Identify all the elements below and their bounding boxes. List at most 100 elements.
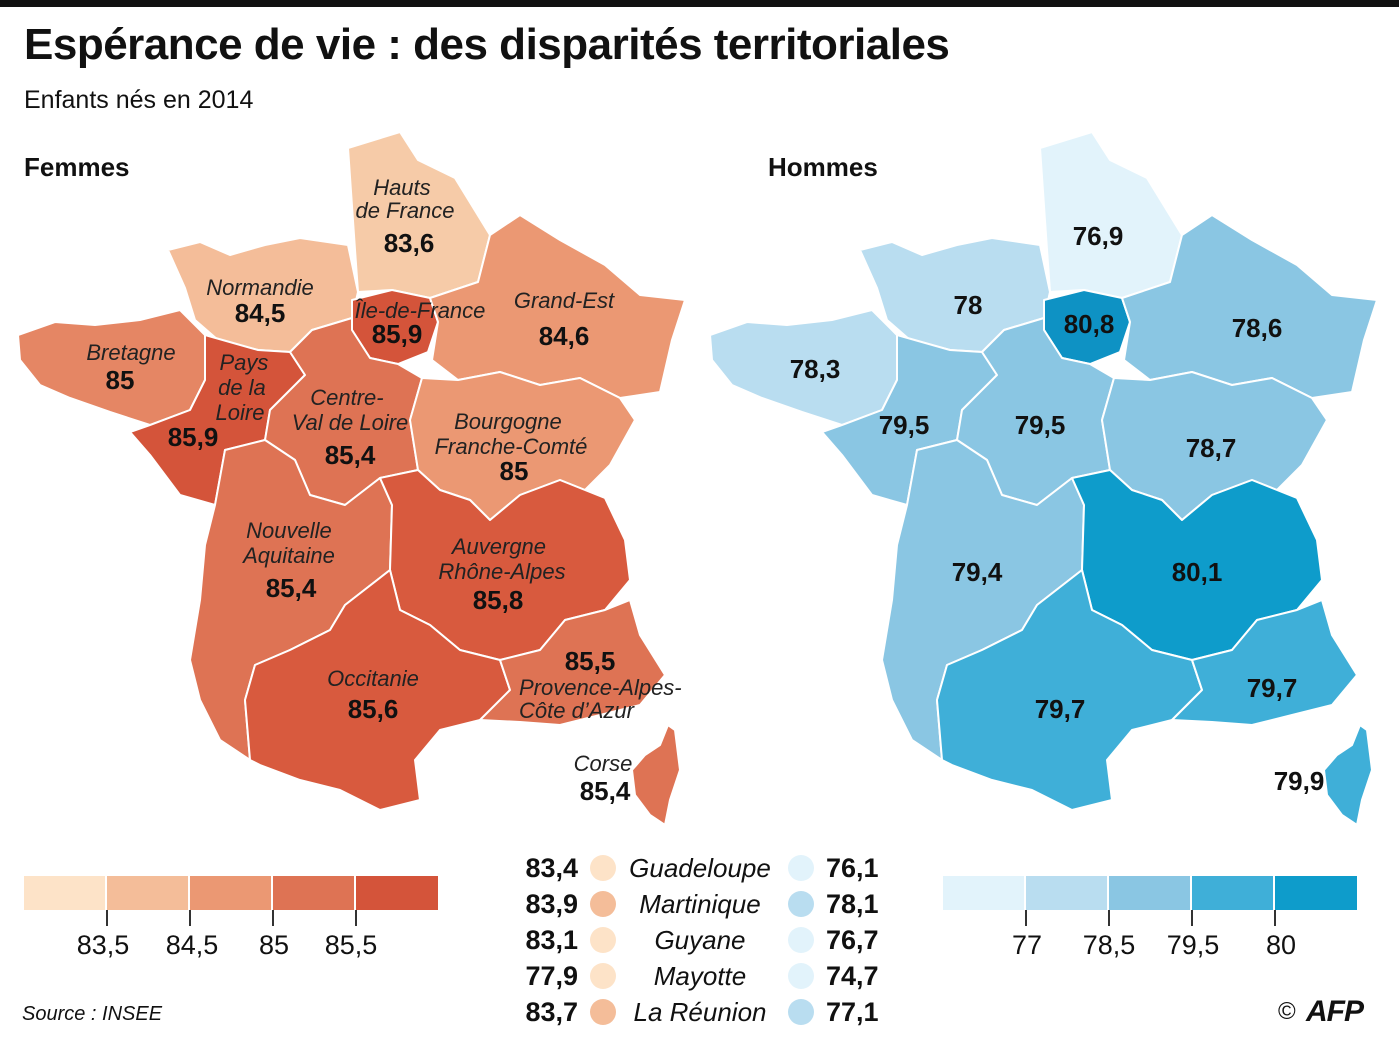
- overseas-row: 83,1 Guyane 76,7: [500, 922, 900, 958]
- women-legend-tick: [272, 910, 274, 926]
- overseas-men-value: 78,1: [826, 889, 879, 919]
- men-label-ge-value: 78,6: [1232, 313, 1283, 343]
- men-legend-tick-label: 79,5: [1166, 930, 1220, 960]
- women-label-cvl-value: 85,4: [325, 440, 376, 470]
- overseas-men-value: 77,1: [826, 997, 879, 1027]
- men-label-nor-value: 78: [954, 290, 983, 320]
- overseas-row: 83,7 La Réunion 77,1: [500, 994, 900, 1030]
- women-label-naq-name: Nouvelle Aquitaine: [241, 518, 338, 568]
- women-label-pdl-name: Pays de la Loire: [216, 350, 275, 425]
- top-rule: [0, 0, 1399, 7]
- overseas-women-value: 83,9: [525, 889, 578, 919]
- women-legend-seg: [273, 876, 354, 910]
- women-label-naq-value: 85,4: [266, 573, 317, 603]
- women-legend-seg: [24, 876, 105, 910]
- men-map: [709, 131, 1378, 826]
- men-region-hdf: [1039, 131, 1183, 299]
- men-legend-bar: [943, 876, 1357, 910]
- women-label-hdf-name: Hauts de France: [355, 175, 454, 223]
- overseas-men-dot: [788, 963, 814, 989]
- women-label-cor-name: Corse: [574, 751, 633, 776]
- overseas-men-dot: [788, 891, 814, 917]
- overseas-name: Martinique: [639, 889, 761, 919]
- overseas-men-dot: [788, 999, 814, 1025]
- overseas-women-dot: [590, 855, 616, 881]
- women-label-cor-value: 85,4: [580, 776, 631, 806]
- women-label-nor-name: Normandie: [206, 275, 314, 300]
- men-legend-tick-label: 78,5: [1082, 930, 1136, 960]
- overseas-row: 77,9 Mayotte 74,7: [500, 958, 900, 994]
- overseas-men-value: 76,7: [826, 925, 879, 955]
- overseas-women-value: 83,1: [525, 925, 578, 955]
- women-label-pac-value: 85,5: [565, 646, 616, 676]
- women-heading: Femmes: [24, 152, 130, 182]
- men-legend-seg: [943, 876, 1024, 910]
- women-label-idf-value: 85,9: [372, 319, 423, 349]
- overseas-women-value: 77,9: [525, 961, 578, 991]
- men-label-idf-value: 80,8: [1064, 309, 1115, 339]
- women-legend-tick: [189, 910, 191, 926]
- afp-logo: AFP: [1306, 995, 1364, 1028]
- men-label-cvl-value: 79,5: [1015, 410, 1066, 440]
- men-legend-tick-label: 80: [1265, 930, 1297, 960]
- women-legend-tick-label: 83,5: [76, 930, 130, 960]
- women-label-occ-name: Occitanie: [327, 666, 419, 691]
- overseas-women-dot: [590, 999, 616, 1025]
- men-legend-tick-label: 77: [1011, 930, 1043, 960]
- overseas-men-dot: [788, 855, 814, 881]
- overseas-name: La Réunion: [633, 997, 767, 1027]
- overseas-men-value: 76,1: [826, 853, 879, 883]
- men-legend-seg: [1109, 876, 1190, 910]
- women-label-bre-name: Bretagne: [86, 340, 175, 365]
- overseas-row: 83,4 Guadeloupe 76,1: [500, 850, 900, 886]
- source-note: Source : INSEE: [22, 1003, 163, 1025]
- page-title: Espérance de vie : des disparités territ…: [24, 20, 950, 69]
- men-labels: 76,9 78 80,8 78,6 78,3 79,5 79,5 78,7 79…: [790, 221, 1325, 796]
- women-labels: Hauts de France 83,6 Normandie 84,5 Île-…: [86, 175, 688, 806]
- men-region-ge: [1121, 214, 1378, 399]
- men-label-pdl-value: 79,5: [879, 410, 930, 440]
- men-heading: Hommes: [768, 152, 878, 182]
- overseas-women-value: 83,7: [525, 997, 578, 1027]
- overseas-men-value: 74,7: [826, 961, 879, 991]
- women-label-occ-value: 85,6: [348, 694, 399, 724]
- men-label-naq-value: 79,4: [952, 557, 1003, 587]
- men-legend-tick: [1191, 910, 1193, 926]
- overseas-row: 83,9 Martinique 78,1: [500, 886, 900, 922]
- women-label-pac-name: Provence-Alpes- Côte d’Azur: [519, 675, 688, 723]
- women-legend-tick: [106, 910, 108, 926]
- women-label-ara-value: 85,8: [473, 585, 524, 615]
- women-legend-seg: [356, 876, 438, 910]
- women-label-idf-name: Île-de-France: [355, 298, 486, 323]
- women-label-cvl-name: Centre- Val de Loire: [292, 385, 409, 435]
- women-label-bfc-name: Bourgogne Franche-Comté: [435, 409, 588, 459]
- women-region-pac: [479, 599, 666, 726]
- men-label-occ-value: 79,7: [1035, 694, 1086, 724]
- women-label-bfc-value: 85: [500, 456, 529, 486]
- women-legend-seg: [190, 876, 271, 910]
- women-label-nor-value: 84,5: [235, 298, 286, 328]
- women-legend-tick-label: 85: [258, 930, 290, 960]
- overseas-women-value: 83,4: [525, 853, 578, 883]
- men-label-bre-value: 78,3: [790, 354, 841, 384]
- men-legend-seg: [1192, 876, 1273, 910]
- women-legend-tick: [355, 910, 357, 926]
- women-region-ge: [429, 214, 686, 399]
- women-label-bre-value: 85: [106, 365, 135, 395]
- overseas-women-dot: [590, 963, 616, 989]
- women-label-hdf-value: 83,6: [384, 228, 435, 258]
- men-label-bfc-value: 78,7: [1186, 433, 1237, 463]
- men-label-hdf-value: 76,9: [1073, 221, 1124, 251]
- men-label-ara-value: 80,1: [1172, 557, 1223, 587]
- overseas-name: Guadeloupe: [629, 853, 771, 883]
- women-legend-tick-label: 84,5: [165, 930, 219, 960]
- overseas-name: Guyane: [654, 925, 746, 955]
- men-label-cor-value: 79,9: [1274, 766, 1325, 796]
- women-legend-tick-label: 85,5: [324, 930, 378, 960]
- men-label-pac-value: 79,7: [1247, 673, 1298, 703]
- overseas-men-dot: [788, 927, 814, 953]
- women-legend-seg: [107, 876, 188, 910]
- women-label-ge-name: Grand-Est: [514, 288, 615, 313]
- women-map: [17, 131, 686, 826]
